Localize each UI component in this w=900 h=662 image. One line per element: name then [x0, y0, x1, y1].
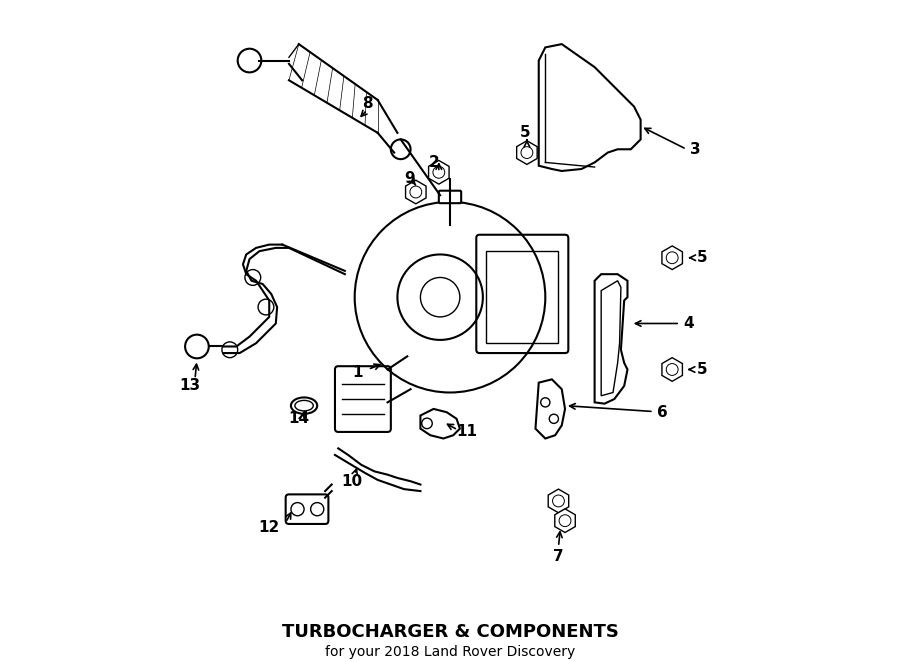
Polygon shape	[554, 509, 575, 532]
Text: 5: 5	[520, 125, 531, 140]
Polygon shape	[548, 489, 569, 513]
Text: TURBOCHARGER & COMPONENTS: TURBOCHARGER & COMPONENTS	[282, 624, 618, 641]
Text: 6: 6	[657, 404, 668, 420]
Text: 10: 10	[341, 474, 362, 489]
Text: 5: 5	[697, 250, 707, 265]
Text: 12: 12	[257, 520, 279, 535]
Text: 9: 9	[404, 171, 415, 187]
Text: 5: 5	[697, 362, 707, 377]
Polygon shape	[406, 180, 426, 204]
Text: 13: 13	[180, 379, 201, 393]
Text: 1: 1	[353, 365, 364, 380]
Bar	[486, 251, 559, 343]
Polygon shape	[517, 141, 537, 164]
Text: 7: 7	[554, 549, 563, 564]
Text: 11: 11	[456, 424, 478, 440]
Polygon shape	[601, 281, 621, 396]
FancyBboxPatch shape	[439, 191, 461, 203]
Text: 14: 14	[288, 411, 310, 426]
Text: 8: 8	[363, 96, 374, 111]
Text: 2: 2	[428, 155, 439, 170]
Text: for your 2018 Land Rover Discovery: for your 2018 Land Rover Discovery	[325, 645, 575, 659]
Polygon shape	[662, 357, 682, 381]
Polygon shape	[662, 246, 682, 269]
Polygon shape	[428, 160, 449, 184]
Text: 4: 4	[683, 316, 694, 331]
Text: 3: 3	[690, 142, 700, 157]
